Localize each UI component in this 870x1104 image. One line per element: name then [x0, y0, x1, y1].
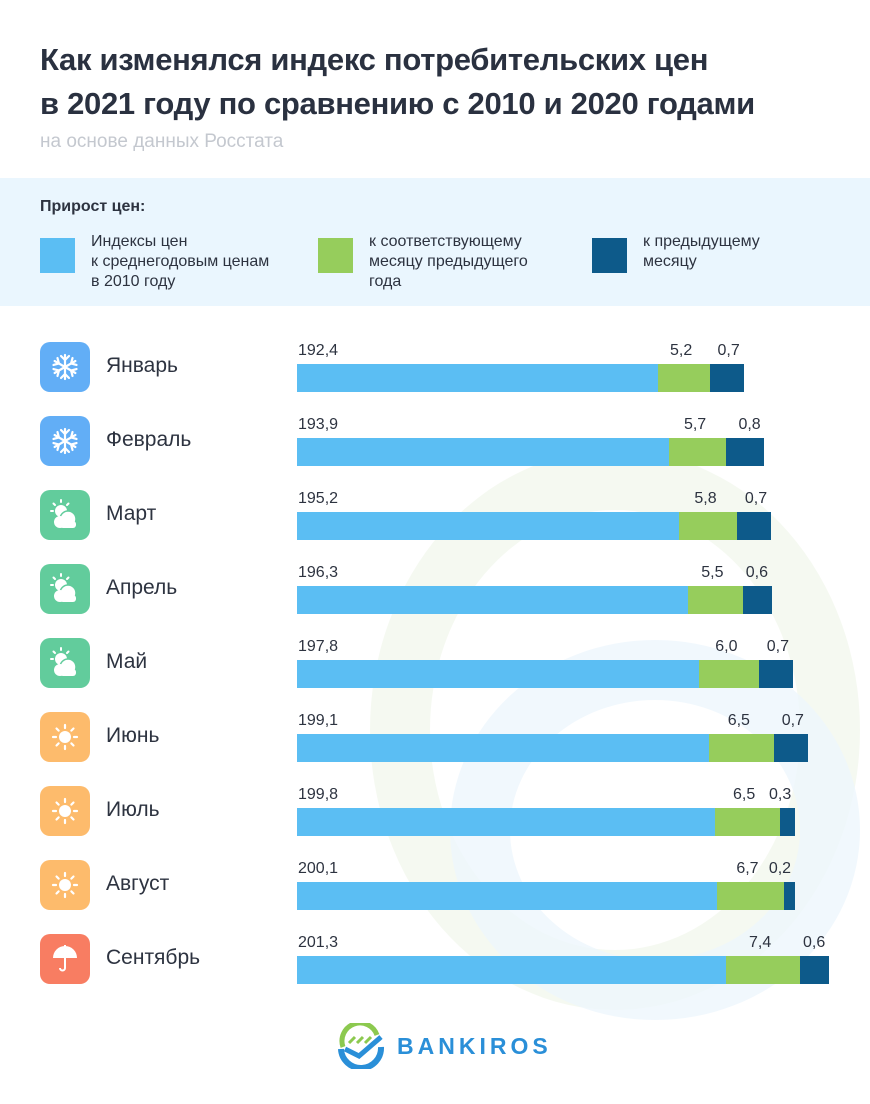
- bar-segment: [297, 660, 700, 688]
- data-label: 201,3: [298, 934, 339, 951]
- legend-item: Индексы цен к среднегодовым ценам в 2010…: [40, 232, 269, 292]
- sun-icon: [40, 786, 90, 836]
- bar-segment: [669, 438, 727, 466]
- bar-segment: [658, 364, 710, 392]
- sun-icon: [40, 712, 90, 762]
- sun-cloud-icon: [40, 564, 90, 614]
- category-label: Апрель: [106, 576, 178, 599]
- bar-segment: [297, 808, 715, 836]
- bar-segment: [297, 882, 717, 910]
- umbrella-icon: [40, 934, 90, 984]
- data-label: 0,7: [766, 638, 789, 655]
- data-label: 0,7: [717, 342, 740, 359]
- bar-segment: [687, 586, 743, 614]
- data-label: 0,7: [744, 490, 768, 507]
- bar-segment: [783, 882, 795, 910]
- legend-item: к соответствующему месяцу предыдущего го…: [318, 232, 528, 292]
- bar-segment: [742, 586, 772, 614]
- data-label: 200,1: [298, 860, 339, 877]
- bar-segment: [714, 808, 780, 836]
- bar-segment: [297, 512, 680, 540]
- category-label: Февраль: [106, 428, 192, 451]
- category-label: Сентябрь: [106, 946, 201, 969]
- bar-row: Май 197,8 6,0 0,7: [0, 626, 870, 700]
- bar-segment: [737, 512, 771, 540]
- snowflake-icon: [40, 416, 90, 466]
- legend-title: Прирост цен:: [40, 198, 146, 215]
- data-label: 195,2: [298, 490, 339, 507]
- legend-item: к предыдущему месяцу: [592, 232, 760, 273]
- data-label: 6,5: [727, 712, 750, 729]
- sun-icon: [40, 860, 90, 910]
- data-label: 196,3: [298, 564, 339, 581]
- category-label: Август: [106, 872, 170, 895]
- sun-cloud-icon: [40, 638, 90, 688]
- data-label: 6,0: [715, 638, 738, 655]
- bar-segment: [726, 438, 765, 466]
- bar-segment: [799, 956, 829, 984]
- brand-logo: BANKIROS: [337, 1023, 552, 1069]
- legend-label: к соответствующему месяцу предыдущего го…: [369, 233, 528, 290]
- bar-segment: [699, 660, 760, 688]
- data-label: 197,8: [298, 638, 339, 655]
- bar-row: Август 200,1 6,7 0,2: [0, 848, 870, 922]
- data-label: 5,2: [670, 342, 693, 359]
- bar-segment: [297, 438, 670, 466]
- legend-label: к предыдущему месяцу: [643, 233, 760, 270]
- data-label: 0,7: [781, 712, 804, 729]
- bar-segment: [759, 660, 793, 688]
- bar-segment: [779, 808, 796, 836]
- category-label: Июль: [106, 798, 160, 821]
- chart-title: Как изменялся индекс потребительских цен…: [40, 42, 755, 121]
- category-label: Июнь: [106, 724, 160, 747]
- bar-row: Апрель 196,3 5,5 0,6: [0, 552, 870, 626]
- category-label: Март: [106, 502, 157, 525]
- bar-segment: [297, 734, 710, 762]
- legend-swatch: [592, 238, 627, 273]
- bar-segment: [297, 364, 658, 392]
- data-label: 6,5: [733, 786, 756, 803]
- data-label: 5,8: [694, 490, 717, 507]
- legend: Прирост цен: Индексы цен к среднегодовым…: [0, 178, 870, 306]
- category-label: Май: [106, 650, 148, 673]
- legend-swatch: [318, 238, 353, 273]
- bar-row: Февраль 193,9 5,7 0,8: [0, 404, 870, 478]
- bar-segment: [710, 364, 744, 392]
- data-label: 5,5: [701, 564, 724, 581]
- bar-row: Март 195,2 5,8 0,7: [0, 478, 870, 552]
- data-label: 0,2: [768, 860, 792, 877]
- data-label: 6,7: [736, 860, 759, 877]
- data-label: 193,9: [298, 416, 339, 433]
- snowflake-icon: [40, 342, 90, 392]
- data-label: 5,7: [683, 416, 707, 433]
- chart-subtitle: на основе данных Росстата: [40, 131, 284, 152]
- brand-name: BANKIROS: [397, 1032, 552, 1059]
- data-label: 7,4: [748, 934, 772, 951]
- legend-swatch: [40, 238, 75, 273]
- bar-segment: [716, 882, 784, 910]
- data-label: 199,1: [298, 712, 339, 729]
- data-label: 192,4: [298, 342, 339, 359]
- data-label: 199,8: [298, 786, 339, 803]
- bar-segment: [774, 734, 808, 762]
- bar-segment: [297, 586, 688, 614]
- bar-segment: [725, 956, 800, 984]
- category-label: Январь: [106, 354, 178, 377]
- data-label: 0,8: [738, 416, 761, 433]
- bar-segment: [679, 512, 738, 540]
- data-label: 0,6: [802, 934, 826, 951]
- bar-row: Сентябрь 201,3 7,4 0,6: [0, 922, 870, 996]
- sun-cloud-icon: [40, 490, 90, 540]
- legend-label: Индексы цен к среднегодовым ценам в 2010…: [91, 233, 270, 290]
- bar-row: Январь 192,4 5,2 0,7: [0, 330, 870, 404]
- bar-row: Июнь 199,1 6,5 0,7: [0, 700, 870, 774]
- bar-row: Июль 199,8 6,5 0,3: [0, 774, 870, 848]
- bankiros-logo-icon: [338, 1023, 385, 1069]
- data-label: 0,6: [745, 564, 769, 581]
- data-label: 0,3: [769, 786, 792, 803]
- bar-segment: [297, 956, 726, 984]
- bar-segment: [709, 734, 775, 762]
